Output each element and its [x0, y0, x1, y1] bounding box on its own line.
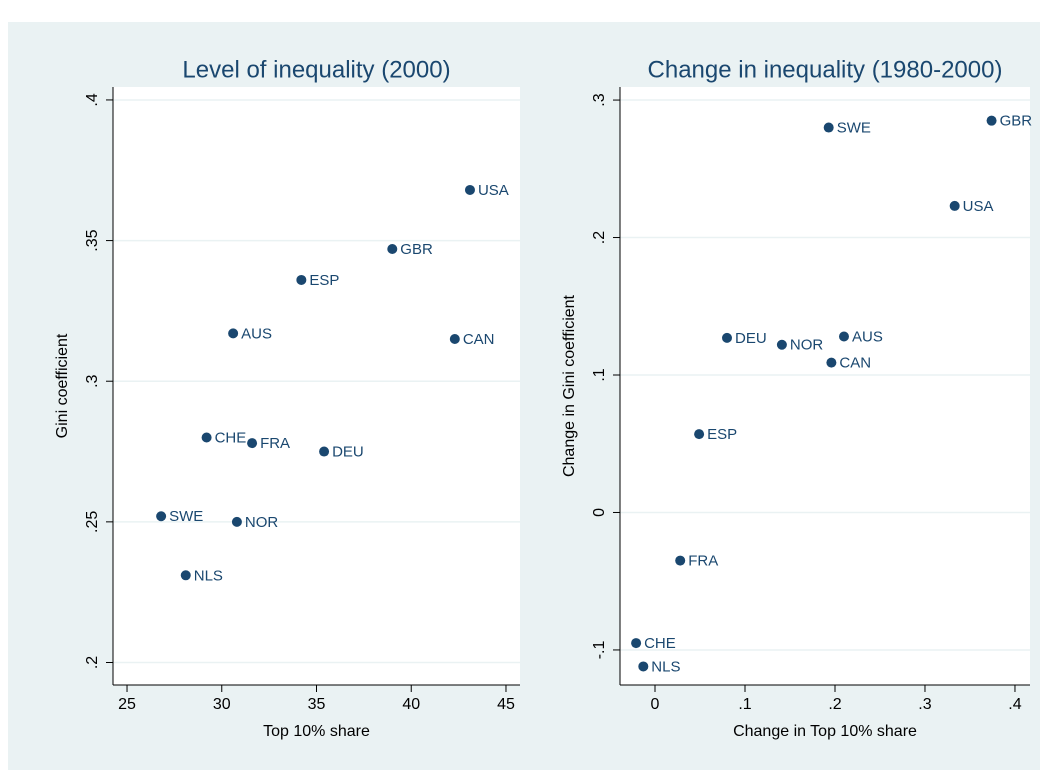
point: [228, 328, 239, 339]
point: [823, 122, 834, 133]
point: [638, 661, 649, 672]
point: [675, 555, 686, 566]
x-tick-label: 45: [497, 696, 515, 713]
point: [201, 432, 212, 443]
point-label: AUS: [852, 328, 883, 345]
x-tick-label: .1: [738, 696, 751, 713]
point-label: FRA: [260, 435, 290, 452]
y-tick-label: .3: [591, 93, 608, 106]
y-tick-label: .3: [84, 374, 101, 387]
point-label: SWE: [169, 508, 203, 525]
point: [387, 244, 398, 255]
point-label: NLS: [194, 567, 223, 584]
point-label: CAN: [463, 331, 495, 348]
point: [838, 331, 849, 342]
x-tick-label: 25: [118, 696, 136, 713]
point: [319, 446, 330, 457]
y-tick-label: .2: [591, 231, 608, 244]
y-axis-label: Change in Gini coefficient: [561, 294, 578, 477]
point: [449, 334, 460, 345]
chart-title: Change in inequality (1980-2000): [648, 56, 1003, 83]
point-label: NLS: [651, 658, 680, 675]
y-tick-label: .35: [84, 229, 101, 251]
point: [721, 332, 732, 343]
x-tick-label: 30: [213, 696, 231, 713]
point-label: CHE: [644, 635, 676, 652]
point: [986, 115, 997, 126]
x-tick-label: .2: [828, 696, 841, 713]
x-tick-label: .3: [918, 696, 931, 713]
point-label: DEU: [735, 330, 767, 347]
y-tick-label: .4: [84, 93, 101, 106]
y-tick-label: -.1: [591, 641, 608, 660]
chart-title: Level of inequality (2000): [182, 56, 450, 83]
point-label: GBR: [1000, 113, 1033, 130]
point-label: FRA: [688, 553, 718, 570]
plot-area: [113, 87, 520, 685]
point: [180, 570, 191, 581]
point: [826, 357, 837, 368]
point-label: GBR: [400, 241, 433, 258]
x-tick-label: .4: [1008, 696, 1021, 713]
x-axis-label: Change in Top 10% share: [733, 723, 917, 740]
point-label: NOR: [790, 337, 824, 354]
point: [464, 184, 475, 195]
y-axis-label: Gini coefficient: [54, 333, 71, 438]
plot-area: [620, 87, 1030, 685]
point-label: CHE: [215, 429, 247, 446]
point: [776, 339, 787, 350]
y-tick-label: .25: [84, 511, 101, 533]
y-tick-label: .2: [84, 656, 101, 669]
point: [296, 274, 307, 285]
y-tick-label: .1: [591, 368, 608, 381]
x-tick-label: 40: [402, 696, 420, 713]
point: [156, 511, 167, 522]
point: [694, 429, 705, 440]
y-tick-label: 0: [591, 508, 608, 517]
point-label: ESP: [309, 272, 339, 289]
point: [231, 516, 242, 527]
point-label: CAN: [839, 355, 871, 372]
point-label: USA: [963, 198, 994, 215]
point-label: USA: [478, 182, 509, 199]
point-label: ESP: [707, 426, 737, 443]
x-axis-label: Top 10% share: [263, 723, 370, 740]
x-tick-label: 35: [308, 696, 326, 713]
point: [631, 638, 642, 649]
point: [949, 200, 960, 211]
x-tick-label: 0: [651, 696, 660, 713]
point-label: DEU: [332, 444, 364, 461]
point: [247, 438, 258, 449]
point-label: AUS: [241, 325, 272, 342]
point-label: NOR: [245, 514, 279, 531]
point-label: SWE: [837, 120, 871, 137]
